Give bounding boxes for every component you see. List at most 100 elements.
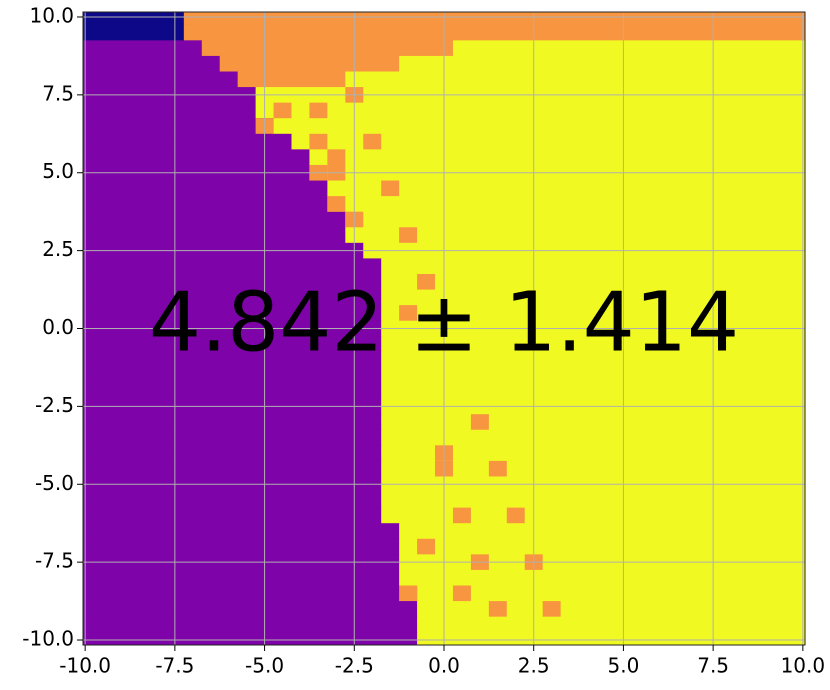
region-segment — [399, 55, 805, 73]
region-segment — [255, 102, 805, 119]
region-segment — [381, 367, 805, 384]
region-segment — [381, 445, 805, 462]
region-segment — [345, 211, 805, 228]
annotation: 4.842 ± 1.414 — [149, 275, 739, 370]
region-segment — [83, 211, 346, 228]
region-segment — [219, 55, 400, 73]
region-segment — [83, 12, 185, 26]
cell — [452, 507, 471, 524]
x-tick-label: 2.5 — [518, 654, 550, 678]
y-tick-label: -2.5 — [35, 393, 74, 417]
cell — [381, 180, 400, 197]
region-segment — [83, 24, 185, 41]
region-segment — [381, 383, 805, 400]
cell — [309, 102, 328, 119]
region-segment — [399, 569, 805, 587]
x-tick-label: -10.0 — [59, 654, 111, 678]
region-segment — [381, 273, 805, 291]
region-segment — [83, 258, 382, 275]
region-segment — [83, 445, 382, 462]
region-segment — [237, 71, 346, 88]
region-segment — [417, 585, 805, 602]
cell — [506, 507, 525, 524]
x-tick-label: -5.0 — [245, 654, 284, 678]
region-segment — [83, 507, 382, 524]
region-segment — [381, 507, 805, 524]
region-segment — [83, 414, 382, 431]
region-segment — [83, 460, 382, 478]
plot-area — [83, 12, 805, 645]
cell — [399, 227, 418, 243]
region-segment — [452, 40, 805, 57]
region-segment — [83, 118, 275, 135]
region-segment — [83, 40, 203, 57]
region-segment — [83, 227, 346, 244]
region-segment — [381, 351, 805, 369]
region-segment — [327, 196, 805, 213]
x-tick-label: 5.0 — [608, 654, 640, 678]
cell — [488, 460, 507, 477]
cell — [327, 149, 346, 165]
x-tick-label: -7.5 — [155, 654, 194, 678]
cell — [399, 585, 418, 602]
cell — [363, 133, 382, 150]
cell — [417, 538, 436, 555]
region-segment — [83, 616, 418, 633]
region-segment — [417, 601, 805, 618]
region-segment — [381, 492, 805, 509]
region-segment — [83, 55, 221, 73]
region-segment — [83, 538, 400, 555]
cell — [488, 601, 507, 617]
region-segment — [381, 258, 805, 275]
y-tick-label: 5.0 — [42, 159, 74, 183]
cell — [273, 102, 292, 119]
region-segment — [83, 569, 400, 587]
region-segment — [381, 336, 805, 353]
region-segment — [83, 102, 257, 119]
region-segment — [417, 616, 805, 633]
region-segment — [83, 523, 400, 540]
region-segment — [83, 149, 311, 166]
region-segment — [83, 601, 418, 618]
region-segment — [183, 24, 805, 41]
x-tick-label: -2.5 — [335, 654, 374, 678]
x-tick-label: 0.0 — [428, 654, 460, 678]
region-segment — [345, 71, 805, 88]
region-segment — [83, 196, 328, 213]
region-segment — [83, 273, 382, 291]
region-segment — [83, 289, 382, 306]
region-segment — [417, 632, 805, 645]
region-segment — [83, 632, 418, 645]
region-segment — [183, 12, 805, 26]
region-segment — [381, 414, 805, 431]
grid — [83, 12, 805, 645]
axes: -10.0 -7.5 -5.0 -2.5 0.0 2.5 5.0 7.5 10.0 -10.0 -7… — [22, 3, 825, 677]
region-segment — [381, 305, 805, 322]
cell — [417, 273, 436, 290]
region-segment — [83, 133, 293, 150]
cell — [327, 196, 346, 212]
region-segment — [201, 40, 454, 57]
y-tick-label: 10.0 — [29, 3, 74, 27]
region-segment — [83, 383, 382, 400]
region-segment — [309, 149, 805, 166]
cell — [470, 414, 489, 430]
y-tick-label: -10.0 — [22, 627, 74, 651]
y-tick-label: -7.5 — [35, 549, 74, 573]
cell — [452, 585, 471, 602]
region-segment — [83, 71, 239, 88]
y-tick-label: 2.5 — [42, 237, 74, 261]
cell — [399, 305, 418, 321]
region-segment — [399, 538, 805, 555]
region-segment — [345, 227, 805, 244]
region-segment — [83, 180, 328, 197]
region-segment — [381, 289, 805, 306]
region-segment — [83, 585, 418, 602]
region-segment — [381, 429, 805, 446]
region-segment — [399, 523, 805, 540]
region-segment — [83, 367, 382, 384]
region-segment — [83, 492, 382, 509]
region-segment — [83, 351, 382, 369]
x-tick-label: 10.0 — [781, 654, 826, 678]
